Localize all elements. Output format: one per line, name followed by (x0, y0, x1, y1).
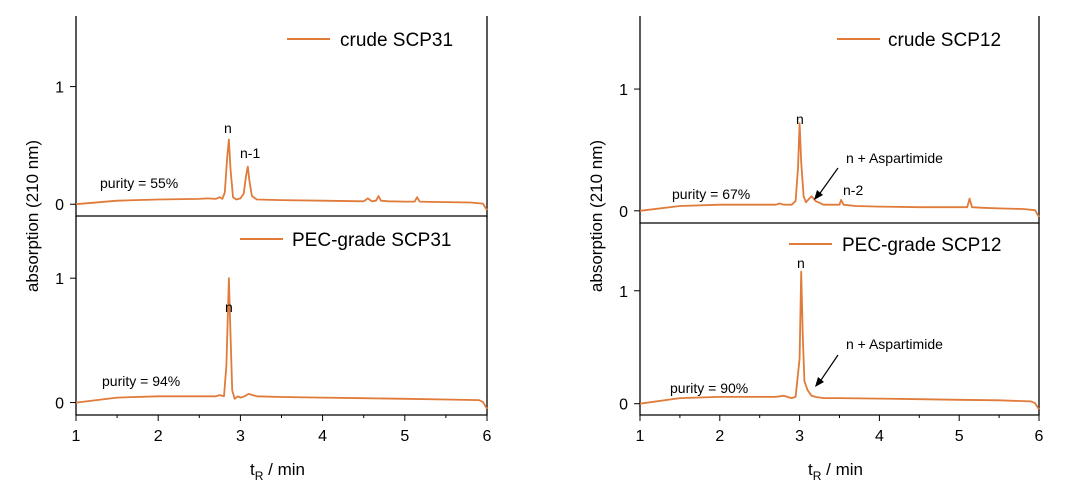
y-axis-title: absorption (210 nm) (587, 140, 606, 292)
peak-label-n: n (797, 255, 805, 271)
left-top-frame (75, 16, 488, 217)
series-line (639, 122, 1040, 218)
series-line (75, 277, 488, 410)
left-top-plot-area: 01 (55, 80, 488, 214)
x-tick-label: 5 (955, 428, 964, 445)
legend-label: crude SCP31 (340, 30, 453, 51)
legend-label: PEC-grade SCP12 (842, 235, 1001, 256)
x-axis-title: tR / min (808, 460, 863, 483)
series-line (639, 270, 1040, 410)
y-tick-label: 0 (55, 197, 64, 214)
peak-label-n-1: n-1 (240, 145, 260, 161)
y-axis-title: absorption (210 nm) (23, 140, 42, 292)
y-tick-label: 0 (619, 397, 628, 414)
peak-label-n: n (225, 299, 233, 315)
x-axis-title: tR / min (250, 460, 305, 483)
right-chart: 01 011 2 3 4 5 6 n n + Aspartimide n-2 purity… (587, 16, 1044, 483)
arrow-aspartimide (817, 167, 839, 197)
x-tick-label: 4 (318, 428, 327, 445)
x-tick-label: 6 (483, 428, 492, 445)
x-tick-label: 6 (1035, 428, 1044, 445)
right-top-frame (639, 16, 1040, 224)
legend-label: crude SCP12 (888, 30, 1001, 51)
x-tick-label: 3 (236, 428, 245, 445)
arrowhead (814, 190, 823, 200)
purity-label: purity = 94% (102, 373, 180, 389)
series-line (75, 138, 488, 211)
left-bottom-plot-area: 011 2 3 4 5 6 (55, 271, 491, 445)
purity-label: purity = 90% (670, 380, 748, 396)
x-tick-label: 5 (400, 428, 409, 445)
y-tick-label: 1 (55, 80, 64, 97)
y-tick-label: 1 (55, 271, 64, 288)
legend-label: PEC-grade SCP31 (292, 230, 451, 251)
x-tick-label: 3 (795, 428, 804, 445)
x-tick-label: 2 (715, 428, 724, 445)
x-tick-label: 1 (72, 428, 81, 445)
x-tick-label: 4 (875, 428, 884, 445)
peak-label-n: n (796, 111, 804, 127)
y-tick-label: 0 (55, 396, 64, 413)
right-bottom-plot-area: 011 2 3 4 5 6 (619, 270, 1044, 445)
left-chart: 01 011 2 3 4 5 6 n n-1 purity = 55% crude SCP… (23, 16, 492, 483)
peak-label-n-2: n-2 (843, 182, 863, 198)
y-tick-label: 1 (619, 284, 628, 301)
x-tick-label: 2 (154, 428, 163, 445)
arrow-aspartimide (818, 354, 839, 384)
peak-label-aspartimide: n + Aspartimide (846, 150, 943, 166)
purity-label: purity = 67% (672, 186, 750, 202)
y-tick-label: 0 (619, 204, 628, 221)
peak-label-n: n (224, 120, 232, 136)
right-top-plot-area: 01 (619, 82, 1040, 221)
purity-label: purity = 55% (100, 175, 178, 191)
arrowhead (815, 377, 824, 387)
peak-label-aspartimide: n + Aspartimide (846, 336, 943, 352)
y-tick-label: 1 (619, 82, 628, 99)
x-tick-label: 1 (636, 428, 645, 445)
